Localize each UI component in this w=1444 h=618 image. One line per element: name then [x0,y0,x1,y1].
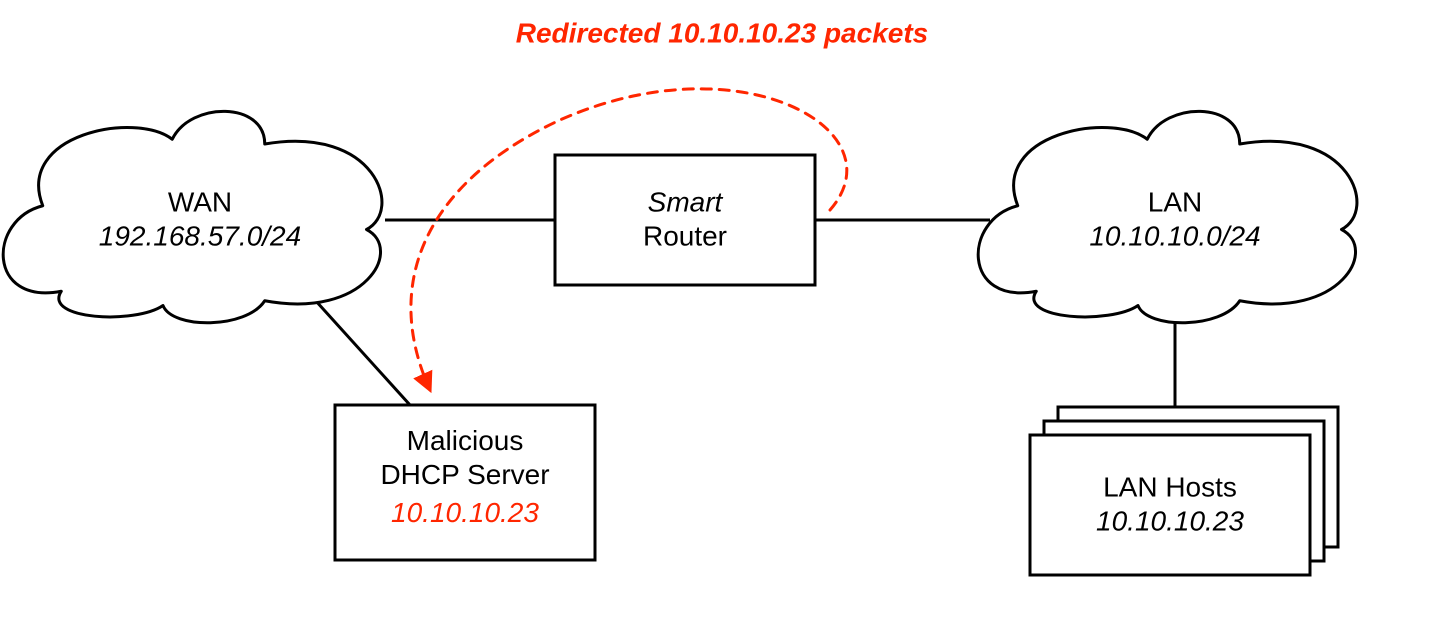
lan-hosts: LAN Hosts10.10.10.23 [1030,407,1338,575]
malicious-dhcp-label-0: Malicious [407,425,524,456]
malicious-dhcp-label-2: 10.10.10.23 [391,497,539,528]
malicious-dhcp: MaliciousDHCP Server 10.10.10.23 [335,405,595,560]
smart-router-label-0: Smart [648,186,724,217]
network-diagram: WAN192.168.57.0/24 SmartRouter MaliciousDH… [0,0,1444,618]
smart-router: SmartRouter [555,155,815,285]
lan-hosts-label-0: LAN Hosts [1103,471,1237,502]
wan-cloud-label-1: 192.168.57.0/24 [99,220,301,251]
wan-cloud-label-0: WAN [168,186,232,217]
malicious-dhcp-label-1: DHCP Server [380,459,549,490]
lan-cloud-label-1: 10.10.10.0/24 [1089,220,1260,251]
diagram-title: Redirected 10.10.10.23 packets [516,17,928,48]
smart-router-label-1: Router [643,220,727,251]
lan-hosts-label-1: 10.10.10.23 [1096,505,1244,536]
lan-cloud-label-0: LAN [1148,186,1202,217]
